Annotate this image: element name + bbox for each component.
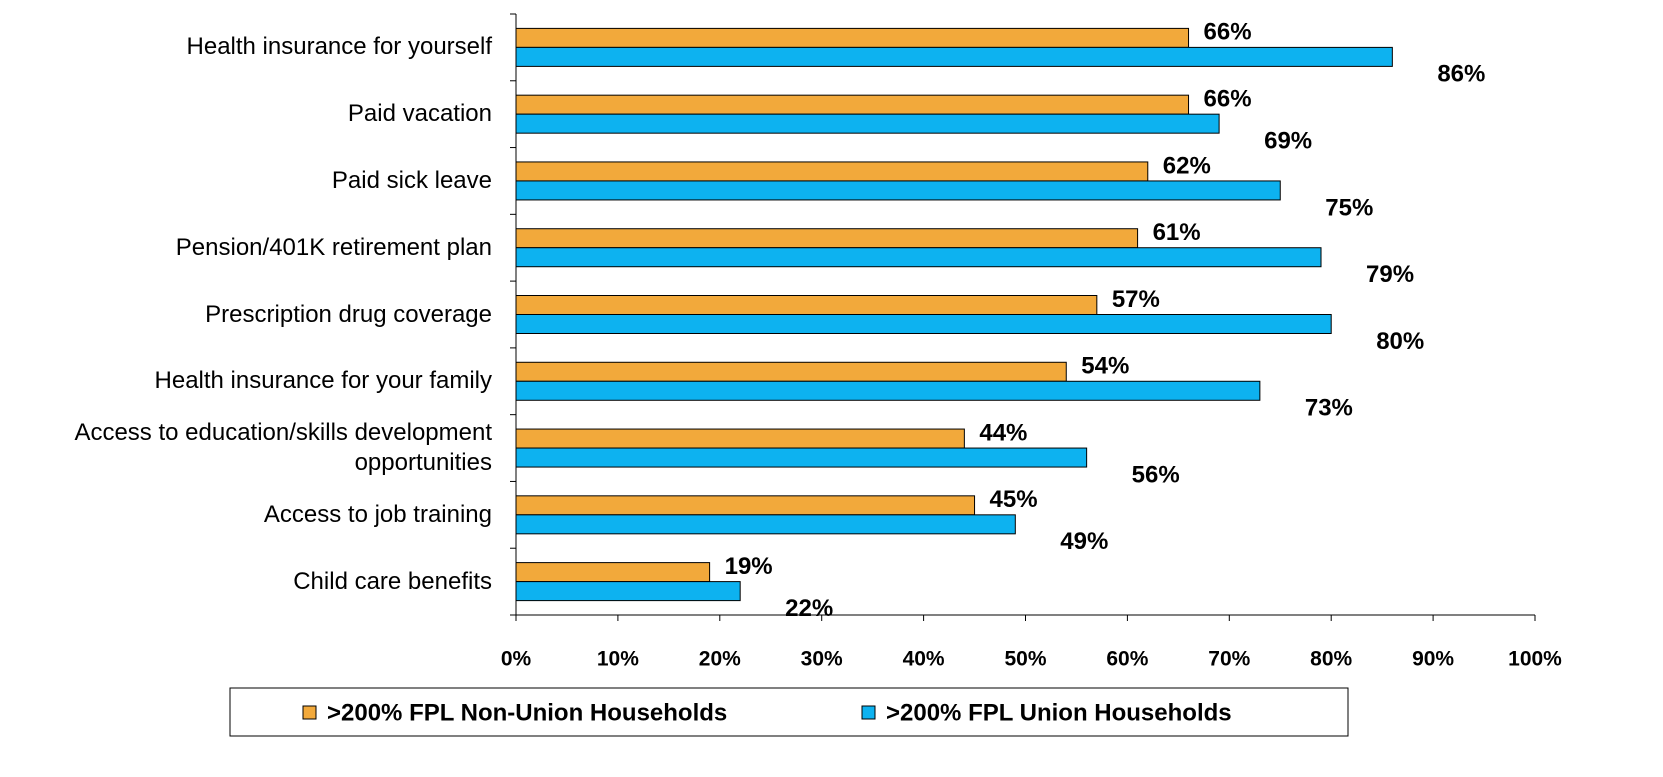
bar [515,581,741,602]
x-tick-label: 0% [501,648,532,671]
value-label: 54% [1081,353,1129,380]
x-tick-label: 60% [1106,648,1148,671]
bar [515,46,1393,67]
bar [515,447,1088,468]
value-label: 62% [1163,152,1211,179]
x-tick-label: 20% [699,648,741,671]
value-label: 22% [785,595,833,622]
category-label: Health insurance for yourself [186,33,492,61]
value-label: 79% [1366,261,1414,288]
bar [515,495,976,516]
bar [515,27,1190,48]
category-label: Paid vacation [347,100,492,128]
category-label: Access to education/skills development o… [74,419,492,477]
x-tick-label: 50% [1004,648,1046,671]
bar [515,161,1149,182]
legend-label: >200% FPL Union Households [886,699,1232,726]
value-label: 56% [1132,461,1180,488]
value-label: 57% [1112,286,1160,313]
bar [515,361,1067,382]
value-label: 66% [1204,86,1252,113]
legend-label: >200% FPL Non-Union Households [327,699,727,726]
category-label: Pension/401K retirement plan [175,233,492,261]
bar [515,428,965,449]
legend-box [229,687,1349,737]
bar [515,180,1281,201]
value-label: 61% [1153,219,1201,246]
x-tick-label: 80% [1310,648,1352,671]
value-label: 45% [990,486,1038,513]
value-label: 69% [1264,128,1312,155]
category-label: Access to job training [263,500,492,528]
bar [515,380,1261,401]
x-tick-label: 70% [1208,648,1250,671]
bar [515,295,1098,315]
x-tick-label: 90% [1412,648,1454,671]
legend-swatch [302,705,317,720]
bar [515,113,1220,134]
category-label: Paid sick leave [331,166,492,194]
legend-swatch [861,705,876,720]
value-label: 66% [1204,19,1252,46]
value-label: 49% [1060,528,1108,555]
x-tick-label: 40% [903,648,945,671]
x-tick-label: 30% [801,648,843,671]
category-label: Child care benefits [293,567,492,595]
value-label: 75% [1325,194,1373,221]
bar [515,314,1332,334]
bar [515,94,1190,115]
value-label: 86% [1437,61,1485,88]
value-label: 73% [1305,395,1353,422]
x-tick-label: 100% [1508,648,1562,671]
bar [515,247,1322,268]
value-label: 80% [1376,328,1424,355]
category-label: Prescription drug coverage [205,300,492,328]
value-label: 44% [979,419,1027,446]
x-tick-label: 10% [597,648,639,671]
bar [515,562,711,583]
value-label: 19% [725,553,773,580]
category-label: Health insurance for your family [154,367,492,395]
bar [515,514,1016,535]
bar [515,228,1139,249]
